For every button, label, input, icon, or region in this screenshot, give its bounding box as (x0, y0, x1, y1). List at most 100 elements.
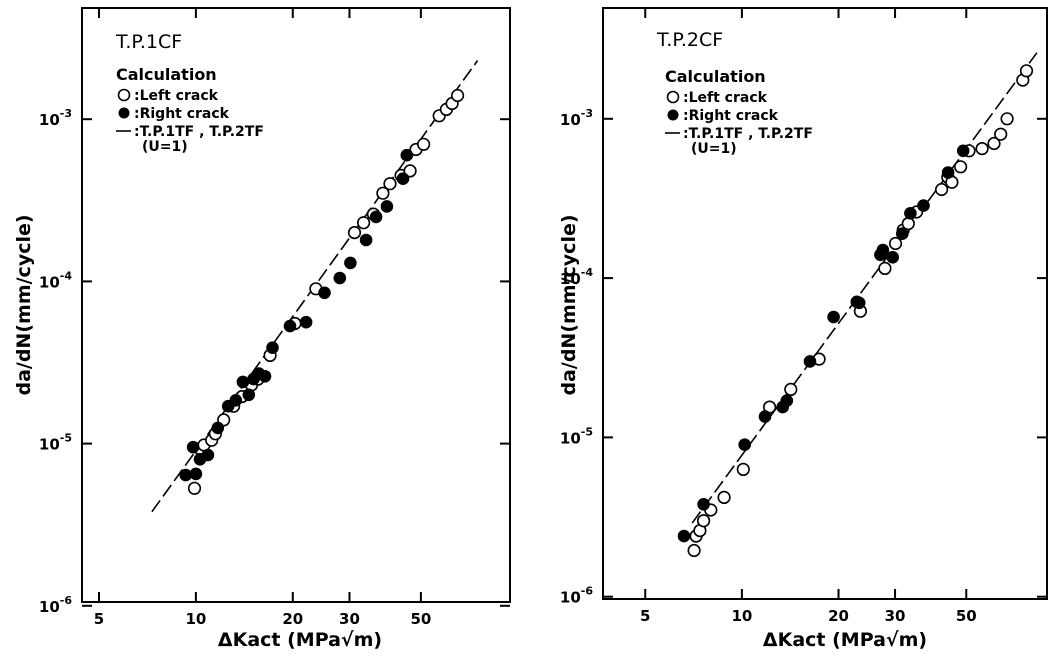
legend-entry-label: :T.P.1TF , T.P.2TF (134, 124, 264, 140)
data-point-right-crack (236, 375, 250, 389)
data-point-left-crack (376, 186, 390, 200)
legend-entry-label: :Left crack (683, 90, 768, 106)
data-point-left-crack (383, 177, 397, 191)
data-point-right-crack (344, 256, 357, 270)
chart-panel-2: 5 10 20 30 50 10-6 10-5 10-4 10-3 da/dN(mm/cycle)… (558, 7, 1048, 651)
plot-frame (81, 7, 511, 603)
legend-entry-label: :Left crack (134, 88, 219, 104)
legend-entry-sublabel: (U=1) (691, 141, 737, 157)
x-tick-label: 5 (640, 607, 650, 625)
x-axis-ticks: 5 10 20 30 50 (640, 8, 977, 625)
y-axis-label: da/dN(mm/cycle) (13, 214, 35, 395)
data-point-left-crack (736, 462, 750, 477)
data-point-left-crack (403, 164, 417, 178)
data-point-right-crack (917, 199, 930, 212)
data-point-left-crack (357, 216, 371, 230)
data-point-left-crack (1019, 64, 1034, 78)
data-point-left-crack (953, 160, 968, 174)
data-point-right-crack (258, 370, 272, 383)
data-point-right-crack (229, 394, 243, 407)
legend-heading: Calculation (116, 65, 217, 84)
series-right-crack (179, 148, 414, 482)
y-tick-label: 10-4 (560, 266, 593, 288)
y-tick-label: 10-5 (560, 425, 593, 447)
data-point-right-crack (359, 233, 373, 247)
y-tick-label: 10-3 (39, 107, 72, 129)
data-point-left-crack (451, 88, 465, 103)
legend-entry-label: :T.P.1TF , T.P.2TF (683, 126, 813, 142)
legend-entry-sublabel: (U=1) (142, 139, 188, 155)
series-right-crack (677, 144, 970, 543)
x-tick-label: 10 (185, 610, 206, 628)
data-point-left-crack (901, 217, 915, 231)
data-point-right-crack (211, 421, 225, 435)
x-tick-label: 30 (339, 610, 360, 628)
data-point-right-crack (186, 440, 200, 454)
data-point-right-crack (299, 315, 313, 329)
x-axis-ticks: 5 10 20 30 50 (94, 8, 431, 628)
data-point-right-crack (852, 296, 866, 310)
data-point-right-crack (886, 250, 900, 264)
data-point-right-crack (941, 166, 955, 179)
x-tick-label: 20 (828, 607, 849, 625)
data-point-left-crack (417, 137, 431, 151)
data-point-right-crack (904, 207, 917, 220)
data-point-left-crack (975, 142, 989, 156)
x-tick-label: 20 (282, 610, 303, 628)
series-left-crack (687, 64, 1034, 558)
legend-entry-label: :Right crack (683, 108, 779, 124)
legend: Calculation :Left crack :Right crack :T.P.1… (665, 67, 813, 157)
data-point-right-crack (697, 498, 710, 511)
data-point-left-crack (784, 382, 798, 397)
legend-entry-label: :Right crack (134, 106, 230, 122)
x-tick-label: 30 (885, 607, 906, 625)
legend: Calculation :Left crack :Right crack :T.P.1… (116, 65, 264, 155)
data-point-left-crack (888, 236, 903, 251)
legend-marker-filled (667, 109, 679, 121)
data-point-right-crack (400, 148, 414, 162)
data-point-left-crack (987, 136, 1001, 151)
data-point-left-crack (187, 481, 202, 495)
panel-label: T.P.2CF (656, 29, 723, 51)
data-point-right-crack (780, 394, 794, 408)
plot-frame (602, 7, 1048, 600)
data-point-left-crack (347, 226, 362, 240)
chart-panel-1: 5 10 20 30 50 10-6 10-5 10-4 10-3 da/dN(mm/cycle)… (13, 7, 511, 651)
data-point-right-crack (896, 227, 909, 240)
y-axis-ticks (82, 118, 510, 607)
data-point-right-crack (396, 172, 410, 185)
data-point-right-crack (266, 341, 279, 355)
legend-marker-open (666, 90, 680, 104)
panel-label: T.P.1CF (115, 31, 182, 53)
x-tick-label: 10 (731, 607, 752, 625)
data-point-right-crack (738, 438, 752, 452)
data-point-right-crack (380, 200, 394, 213)
y-axis-ticks (603, 117, 1047, 598)
legend-marker-filled (118, 107, 130, 119)
y-tick-label: 10-6 (560, 585, 593, 607)
x-tick-label: 5 (94, 610, 104, 628)
data-point-right-crack (956, 144, 970, 158)
data-point-left-crack (717, 490, 731, 505)
x-axis-label: ΔKact (MPa√m) (763, 629, 927, 651)
data-point-left-crack (878, 261, 892, 276)
x-tick-label: 50 (410, 610, 431, 628)
data-point-left-crack (696, 514, 711, 528)
x-tick-label: 50 (956, 607, 977, 625)
data-point-right-crack (318, 286, 331, 300)
data-point-right-crack (827, 310, 840, 324)
data-point-right-crack (283, 319, 297, 333)
y-axis-label: da/dN(mm/cycle) (558, 214, 580, 395)
data-point-right-crack (758, 410, 772, 423)
y-tick-label: 10-4 (39, 269, 72, 291)
legend-heading: Calculation (665, 67, 766, 86)
data-point-left-crack (934, 182, 949, 197)
data-point-left-crack (994, 127, 1008, 141)
data-point-right-crack (876, 243, 890, 257)
data-point-right-crack (369, 210, 383, 224)
data-point-right-crack (242, 388, 256, 402)
data-point-right-crack (677, 529, 691, 543)
data-point-right-crack (201, 448, 215, 462)
y-tick-label: 10-5 (39, 432, 72, 454)
